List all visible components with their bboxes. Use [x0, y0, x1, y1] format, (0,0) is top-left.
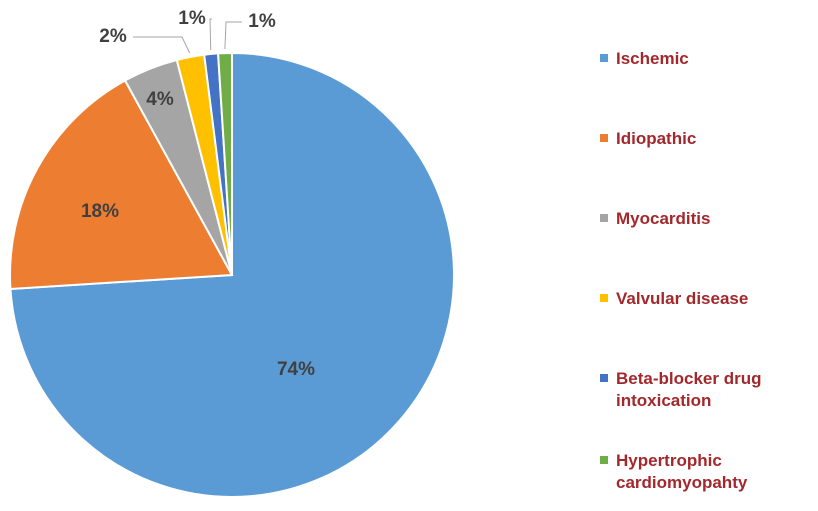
leader-line [209, 18, 212, 51]
data-label: 18% [81, 201, 119, 222]
legend-swatch [600, 456, 608, 464]
legend-swatch [600, 294, 608, 302]
data-label: 4% [146, 89, 174, 110]
data-label: 2% [99, 26, 127, 47]
legend-swatch [600, 134, 608, 142]
pie-slice [9, 79, 234, 290]
legend-item: Valvular disease [600, 288, 800, 310]
leader-line [133, 36, 191, 54]
data-label: 1% [178, 8, 206, 29]
legend-label: Beta-blocker drug intoxication [616, 369, 762, 410]
legend-label: Hypertrophic cardiomyopahty [616, 451, 748, 492]
legend-swatch [600, 374, 608, 382]
legend-label: Valvular disease [616, 289, 749, 308]
legend-label: Ischemic [616, 49, 689, 68]
data-label: 1% [248, 11, 276, 32]
legend-label: Myocarditis [616, 209, 711, 228]
legend-swatch [600, 214, 608, 222]
legend-item: Idiopathic [600, 128, 800, 150]
legend-swatch [600, 54, 608, 62]
pie-slice [217, 51, 233, 276]
legend-item: Ischemic [600, 48, 800, 70]
legend-label: Idiopathic [616, 129, 697, 148]
legend-item: Myocarditis [600, 208, 800, 230]
leader-line [224, 21, 242, 50]
legend-item: Beta-blocker drug intoxication [600, 368, 800, 412]
data-label: 74% [277, 359, 315, 380]
legend-item: Hypertrophic cardiomyopahty [600, 450, 800, 494]
